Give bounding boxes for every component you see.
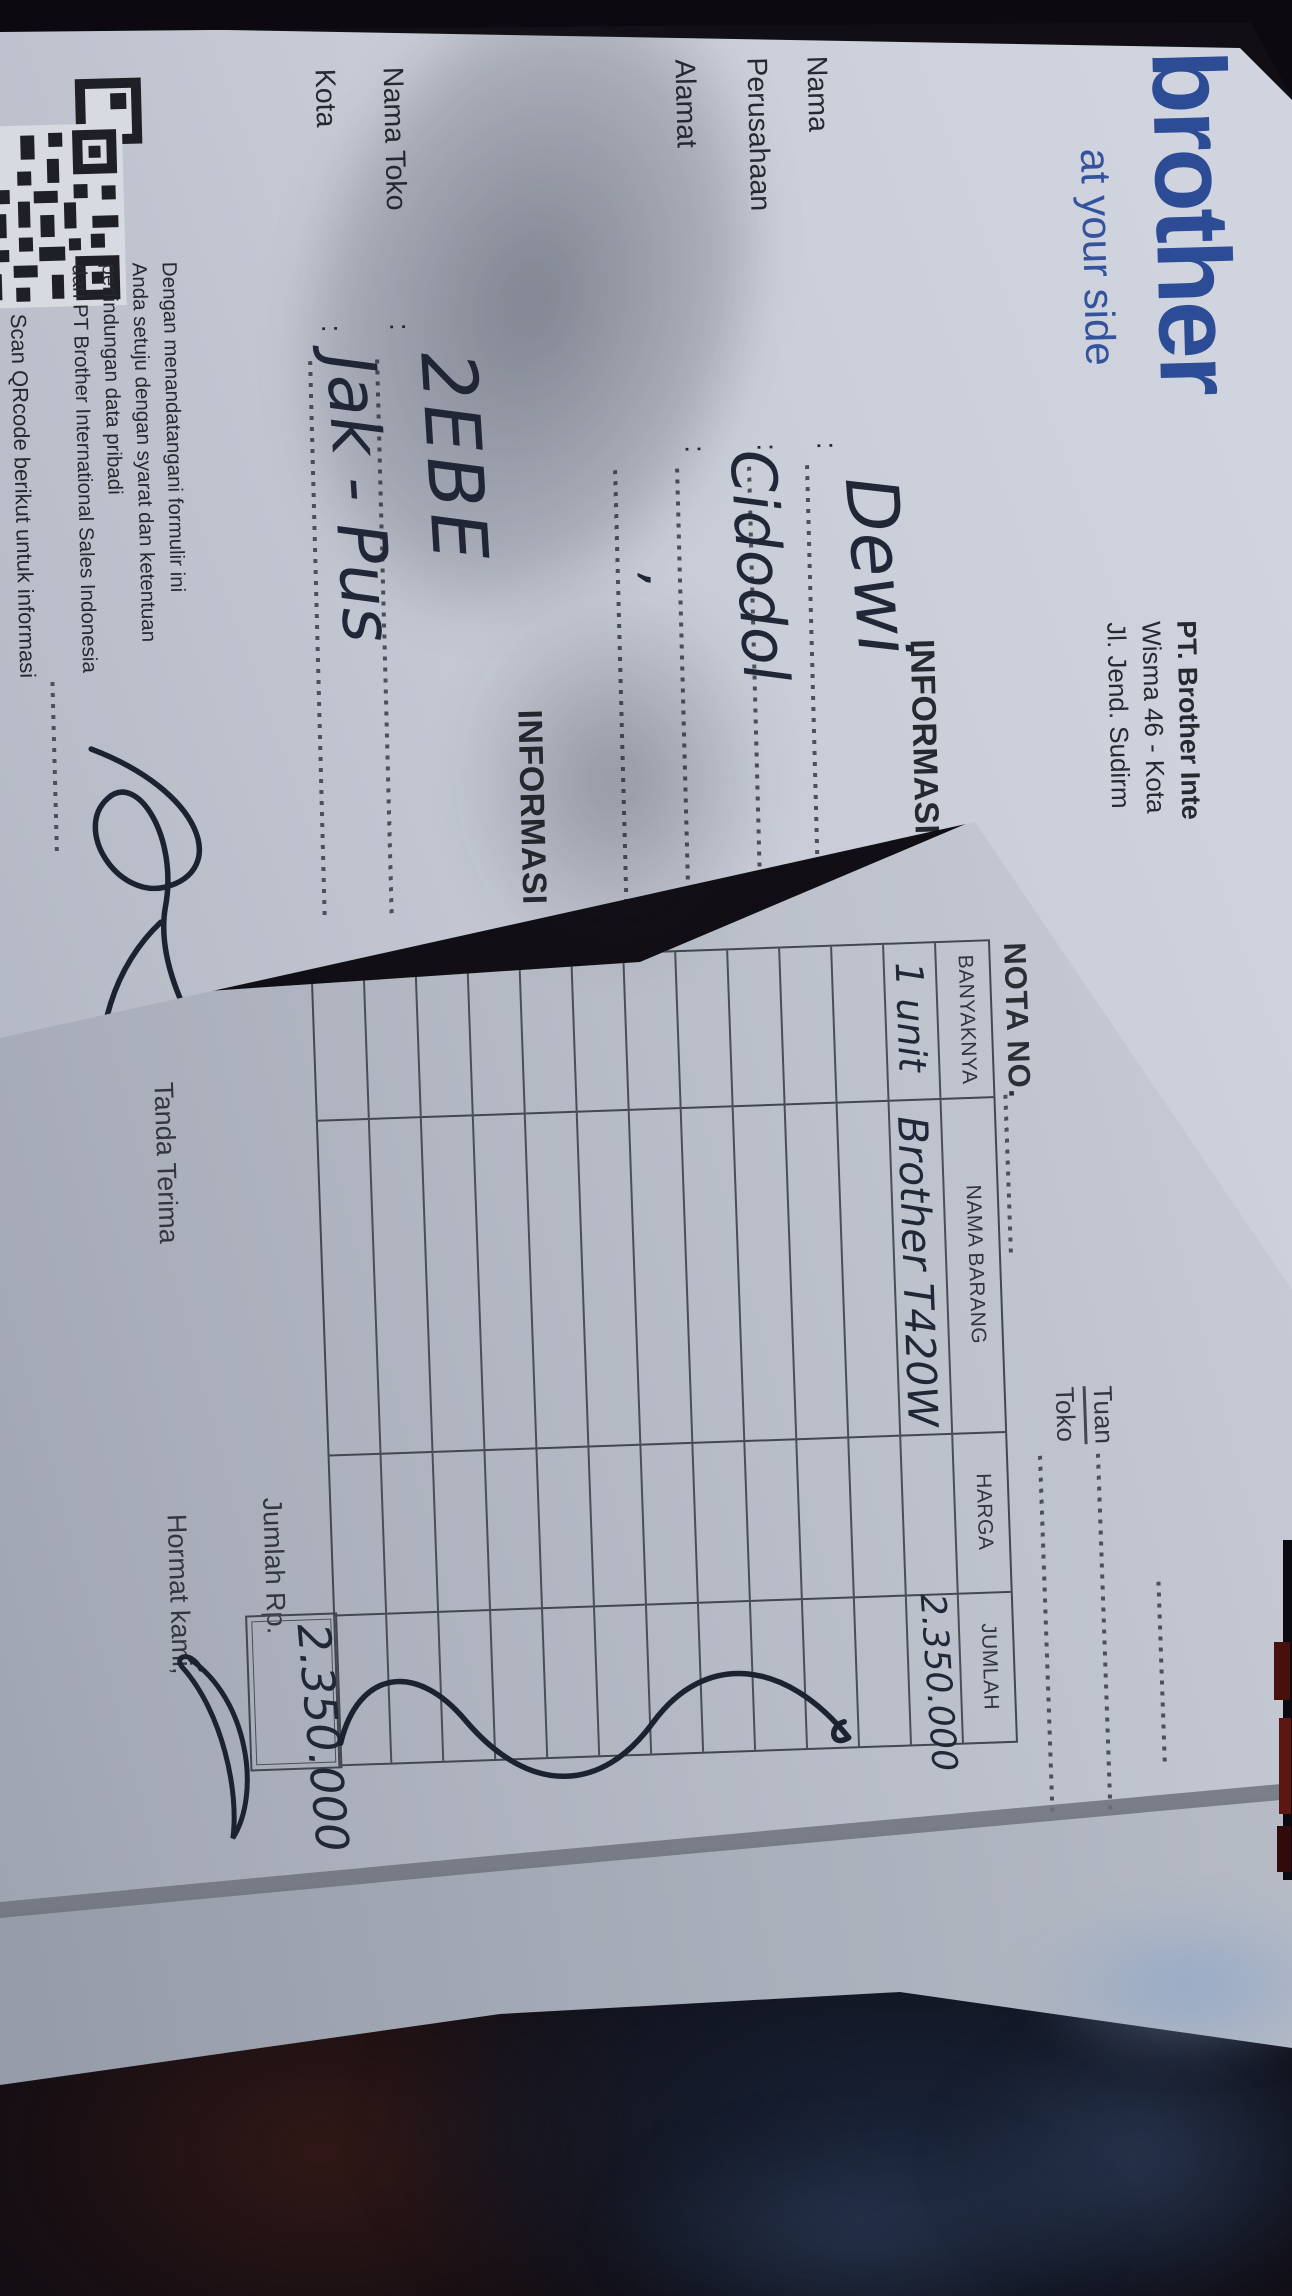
right-edge-red-mark-2 [1279, 1718, 1291, 1814]
header-jumlah: JUMLAH [976, 1622, 1003, 1711]
brother-logo: brother [1129, 48, 1255, 395]
header-harga: HARGA [971, 1472, 998, 1551]
tanda-terima-label: Tanda Terima [148, 1081, 185, 1245]
right-edge-dark-strip [1283, 1540, 1292, 1880]
camera-shadow-lower [400, 520, 830, 1040]
warranty-form-document: brother at your side PT. Brother Inte Wi… [0, 38, 1292, 1290]
tuan-label: Tuan [1087, 1385, 1120, 1445]
fabric-fold-highlight [600, 2120, 1120, 2296]
fine-print-block: Dengan menandatangani formulir ini Anda … [64, 261, 197, 744]
brand-tagline: at your side [1071, 147, 1125, 367]
right-edge-red-mark-1 [1274, 1642, 1290, 1700]
paper-edge-blue-glow [1020, 1900, 1292, 2070]
hormat-kami-signature [177, 1654, 250, 1840]
row1-item: Brother T420W [888, 1115, 947, 1428]
header-banyaknya: BANYAKNYA [953, 954, 981, 1085]
strike-signature-curve [337, 1670, 852, 1779]
nota-document: NOTA NO. Tuan Toko [63, 826, 1167, 1914]
field-nama-colon: : [811, 441, 843, 450]
row1-qty: 1 unit [886, 961, 935, 1073]
toko-label: Toko [1049, 1386, 1082, 1443]
row1-jumlah: 2.350.000 [911, 1592, 965, 1773]
date-dotted-line [1156, 1581, 1167, 1762]
qr-code [0, 123, 127, 310]
nota-number-dotted-line [1003, 1094, 1013, 1253]
nota-title: NOTA NO. [997, 941, 1038, 1099]
section1-title: INFORMASI [902, 638, 946, 835]
right-edge-red-mark-3 [1277, 1826, 1291, 1872]
scan-qrcode-note: Scan QRcode berikut untuk informasi [5, 313, 41, 679]
company-address-block: PT. Brother Inte Wisma 46 - Kota Jl. Jen… [1098, 620, 1212, 953]
field-nama-value: Dewi [828, 473, 927, 659]
header-nama-barang: NAMA BARANG [961, 1184, 991, 1345]
